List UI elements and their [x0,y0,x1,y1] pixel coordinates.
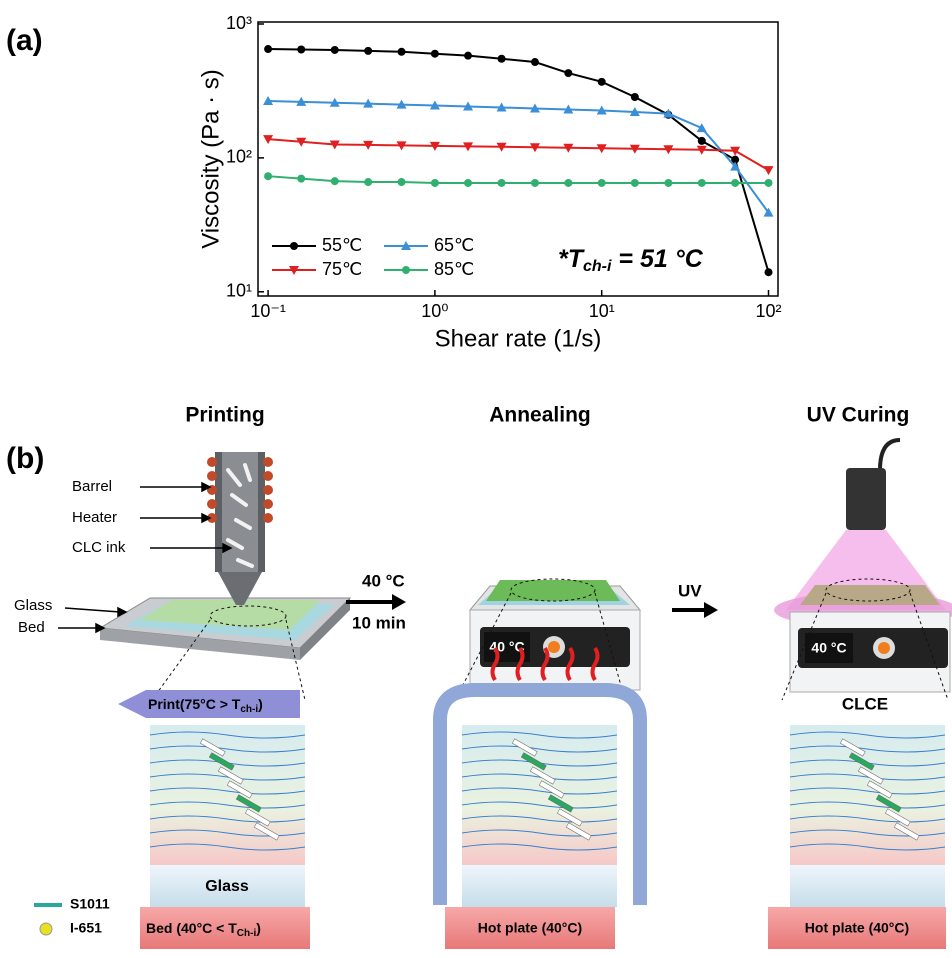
data-point [364,178,372,186]
legend-label: 55℃ [322,235,362,255]
data-point [531,58,539,66]
annotation-part: = 51 °C [611,245,703,273]
x-axis-label: Shear rate (1/s) [435,325,602,352]
data-point [431,50,439,58]
series-line [268,176,768,183]
stage-title: UV Curing [807,404,910,427]
layer-label: Glass [205,878,249,895]
series-line [268,101,768,213]
data-point [498,55,506,63]
label-part: Print(75°C > T [148,696,241,712]
x-tick-label: 10² [756,301,782,321]
callout-label: Heater [72,509,117,526]
step-label: UV [678,581,702,600]
data-point [297,45,305,53]
layer-label: Hot plate (40°C) [478,920,582,936]
x-tick-label: 10⁻¹ [250,301,286,321]
label-sub: ch-i [240,704,258,715]
hot-plate [470,579,640,690]
y-tick-label: 10¹ [226,281,252,301]
callout-label: CLC ink [72,539,126,556]
data-point [564,179,572,187]
annotation: *Tch-i = 51 °C [558,245,704,276]
y-tick-label: 10³ [226,13,252,33]
step-label: 10 min [352,613,406,632]
data-point [764,166,774,175]
data-point [297,175,305,183]
data-point [664,179,672,187]
data-point [765,179,773,187]
label-part: ) [256,920,261,936]
stage-title: Printing [185,404,264,427]
data-point [264,45,272,53]
legend-label: I-651 [70,920,102,936]
material-label: CLCE [842,694,888,713]
data-point [464,52,472,60]
y-tick-label: 10² [226,147,252,167]
label-part: Bed (40°C < T [146,920,237,936]
display-text: 40 °C [489,639,524,655]
data-point [631,179,639,187]
callout-label: Bed [18,619,45,636]
series-line [268,139,768,170]
data-point [631,93,639,101]
data-point [698,179,706,187]
legend-label: S1011 [70,896,110,912]
panel-label: (b) [6,442,44,475]
data-point [331,177,339,185]
data-point [564,69,572,77]
data-point [331,46,339,54]
legend-label: 65℃ [434,235,474,255]
data-point [765,268,773,276]
label-part: ) [258,696,263,712]
legend-label: 85℃ [434,259,474,279]
callout-label: Glass [14,597,52,614]
data-point [598,179,606,187]
y-axis-label: Viscosity (Pa · s) [197,69,224,249]
data-point [398,48,406,56]
stage-title: Annealing [489,404,591,427]
data-point [598,78,606,86]
figure: (a) 10¹ 10² 10³ 10⁻¹ 10⁰ 10¹ 10² Shear rate (1/… [0,0,952,953]
chart: 10¹ 10² 10³ 10⁻¹ 10⁰ 10¹ 10² Shear rate (1/s) Vi… [197,13,781,353]
data-point [364,47,372,55]
data-point [731,179,739,187]
data-point [398,178,406,186]
annotation-sub: ch-i [583,258,612,275]
panel-label: (a) [6,24,43,57]
data-point [464,179,472,187]
legend-swatches [34,905,62,935]
legend-marker [290,242,298,250]
legend-label: 75℃ [322,259,362,279]
x-tick-label: 10¹ [589,301,615,321]
x-tick-label: 10⁰ [421,301,448,321]
data-point [531,179,539,187]
film-panels [140,725,946,949]
annotation-part: *T [558,245,586,273]
printer [100,452,350,660]
step-arrow [346,594,406,610]
data-point [498,179,506,187]
callout-label: Barrel [72,478,112,495]
data-point [431,179,439,187]
legend-marker [402,266,410,274]
step-arrow [672,602,718,618]
step-label: 40 °C [362,571,405,590]
layer-label: Hot plate (40°C) [805,920,909,936]
data-point [264,172,272,180]
display-text: 40 °C [811,640,846,656]
label-sub: Ch-i [237,928,257,939]
data-point [698,137,706,145]
